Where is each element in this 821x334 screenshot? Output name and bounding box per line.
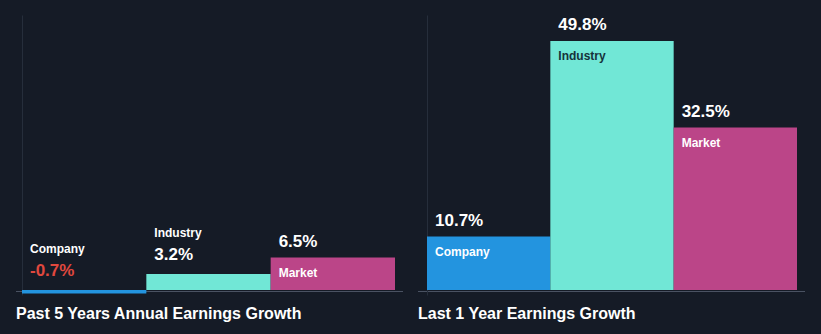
data-label: 49.8% [558, 15, 606, 34]
category-label: Market [682, 136, 721, 150]
category-label: Market [279, 266, 318, 280]
data-label: 10.7% [435, 211, 483, 230]
y-axis [22, 16, 23, 296]
data-label: 3.2% [154, 245, 193, 264]
baseline [418, 291, 805, 292]
category-label: Industry [558, 49, 606, 63]
bar [271, 258, 395, 291]
labels: Company 10.7% Industry 49.8% Market 32.5% [435, 15, 730, 259]
bar [674, 128, 797, 291]
chart-title: Past 5 Years Annual Earnings Growth [16, 305, 301, 322]
bars [427, 41, 797, 290]
data-label: 6.5% [279, 232, 318, 251]
panel: Company 10.7% Industry 49.8% Market 32.5% [418, 15, 805, 296]
labels: Company -0.7% Industry 3.2% Market 6.5% [30, 226, 317, 280]
chart-root: Company -0.7% Industry 3.2% Market 6.5% Past 5… [0, 0, 821, 334]
bars [22, 258, 395, 294]
bar [22, 290, 146, 294]
y-axis-line [22, 16, 23, 296]
data-label: 32.5% [682, 102, 730, 121]
bar [550, 41, 673, 290]
category-label: Company [30, 242, 85, 256]
panel: Company -0.7% Industry 3.2% Market 6.5% [16, 16, 403, 296]
bar [146, 274, 270, 290]
category-label: Company [435, 245, 490, 259]
chart-title: Last 1 Year Earnings Growth [418, 305, 636, 322]
background [0, 0, 821, 334]
data-label: -0.7% [30, 261, 74, 280]
category-label: Industry [154, 226, 202, 240]
bar [427, 237, 550, 291]
